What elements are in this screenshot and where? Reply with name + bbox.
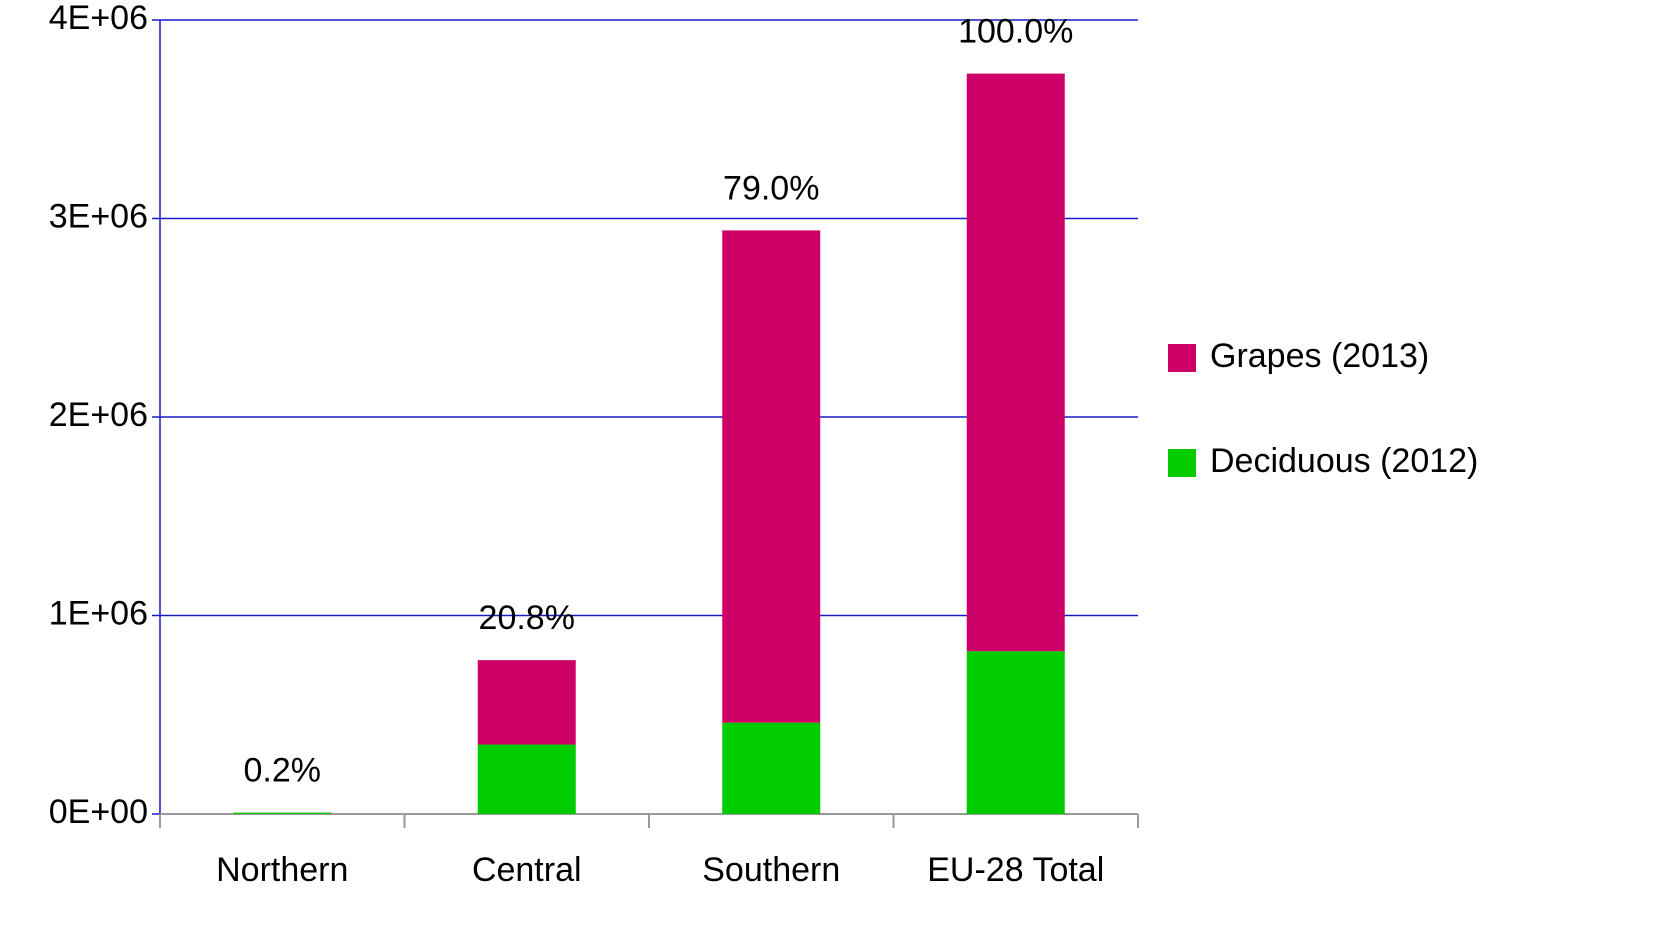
bar-segment	[722, 230, 821, 723]
x-tick-label: Northern	[216, 851, 348, 889]
x-tick-label: EU-28 Total	[927, 851, 1104, 889]
y-tick-label: 4E+06	[49, 0, 148, 37]
total-label: 100.0%	[958, 13, 1073, 51]
bar-segment	[233, 812, 332, 814]
legend-swatch	[1168, 344, 1196, 372]
y-tick-label: 2E+06	[49, 396, 148, 434]
legend-label: Deciduous (2012)	[1210, 442, 1478, 480]
y-tick-label: 0E+00	[49, 793, 148, 831]
legend-swatch	[1168, 449, 1196, 477]
legend-label: Grapes (2013)	[1210, 337, 1429, 375]
bar-segment	[477, 660, 576, 745]
total-label: 79.0%	[723, 169, 819, 207]
y-tick-label: 1E+06	[49, 594, 148, 632]
x-tick-label: Southern	[702, 851, 840, 889]
bar-segment	[966, 73, 1065, 652]
bar-segment	[477, 744, 576, 814]
x-tick-label: Central	[472, 851, 582, 889]
bar-segment	[722, 722, 821, 814]
bar-segment	[966, 651, 1065, 814]
y-tick-label: 3E+06	[49, 197, 148, 235]
total-label: 0.2%	[244, 751, 322, 789]
total-label: 20.8%	[479, 599, 575, 637]
